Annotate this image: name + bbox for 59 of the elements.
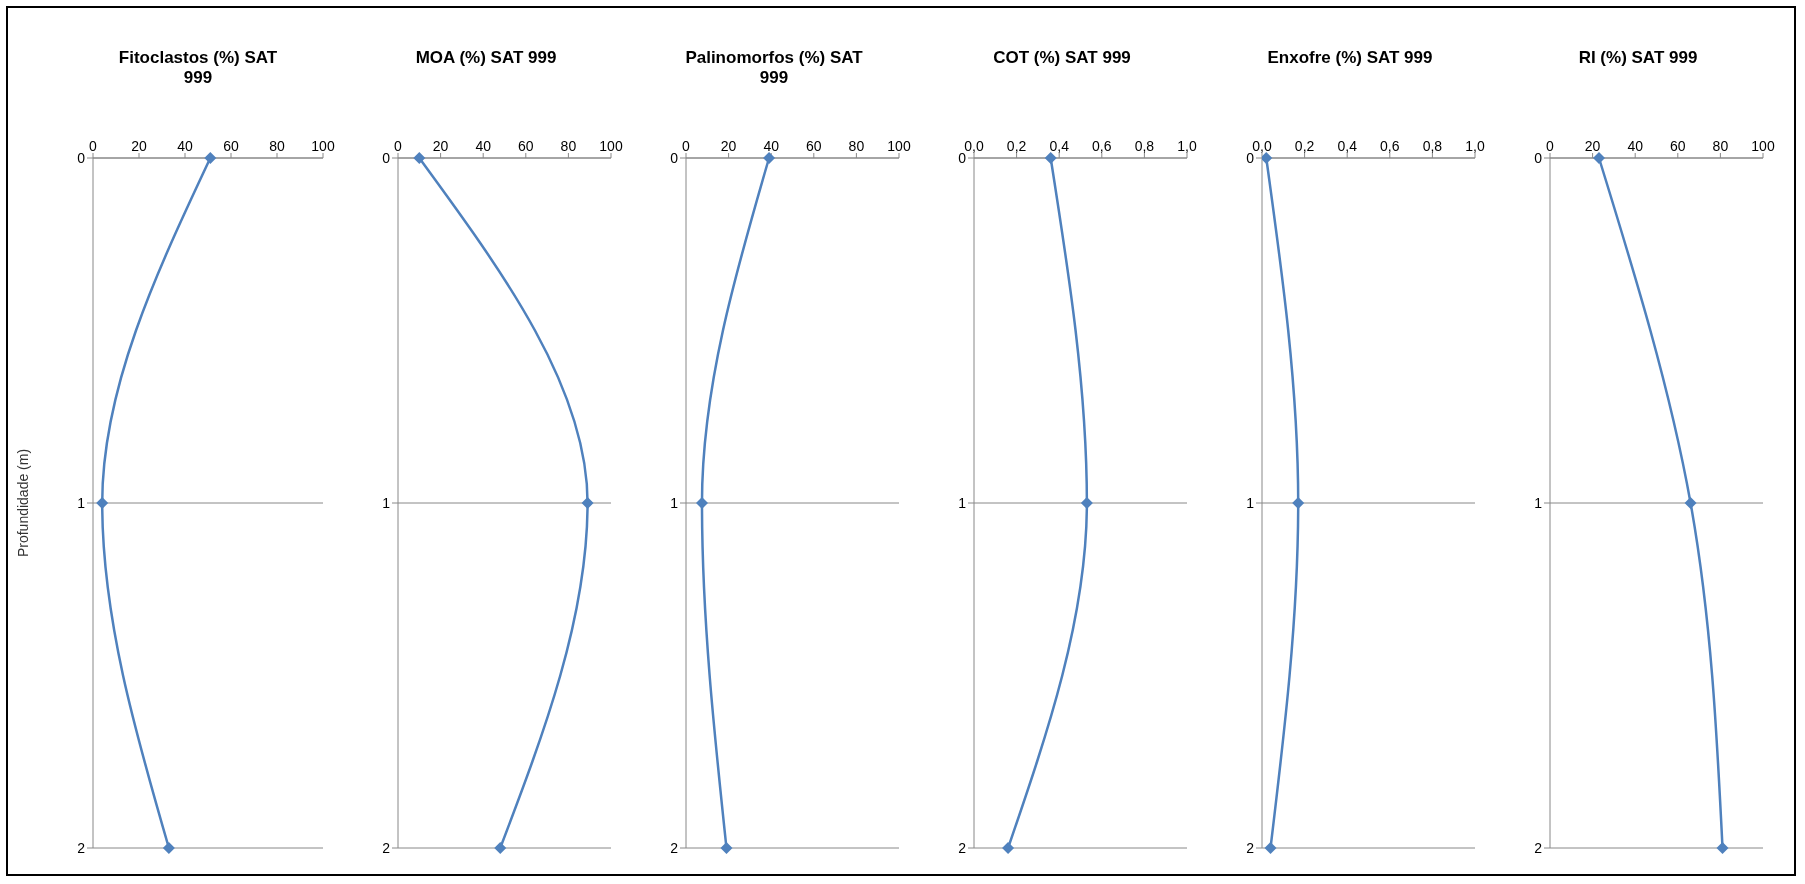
x-tick-label: 40	[177, 138, 193, 154]
chart-title: COT (%) SAT 999	[992, 48, 1132, 69]
y-tick-label: 2	[958, 839, 967, 856]
x-tick-label: 0,0	[1252, 138, 1272, 154]
x-tick-label: 0,8	[1422, 138, 1443, 154]
y-tick-label: 2	[382, 839, 391, 856]
y-tick-label: 2	[77, 839, 86, 856]
x-tick-label: 0,8	[1134, 138, 1155, 154]
x-tick-label: 100	[1751, 138, 1775, 154]
x-tick-label: 80	[848, 138, 865, 154]
x-tick-label: 0	[1546, 138, 1555, 154]
x-tick-label: 100	[599, 138, 623, 154]
y-tick-label: 1	[958, 494, 967, 511]
chart-title: Enxofre (%) SAT 999	[1266, 48, 1434, 69]
x-tick-label: 0	[89, 138, 98, 154]
y-tick-label: 2	[1246, 839, 1255, 856]
x-tick-label: 40	[475, 138, 492, 154]
y-tick-label: 1	[77, 494, 86, 511]
chart-title: MOA (%) SAT 999	[414, 48, 558, 69]
x-tick-label: 0,0	[964, 138, 984, 154]
x-tick-label: 60	[1670, 138, 1686, 154]
y-tick-label: 0	[670, 149, 679, 166]
x-tick-label: 20	[432, 138, 449, 154]
x-tick-label: 100	[311, 138, 335, 154]
x-tick-label: 1,0	[1177, 138, 1197, 154]
x-tick-label: 60	[518, 138, 534, 154]
x-tick-label: 0,6	[1092, 138, 1112, 154]
y-tick-label: 0	[382, 149, 391, 166]
y-tick-label: 1	[382, 494, 391, 511]
x-tick-label: 20	[1584, 138, 1601, 154]
x-tick-label: 80	[560, 138, 577, 154]
y-tick-label: 1	[1246, 494, 1255, 511]
x-tick-label: 60	[223, 138, 239, 154]
x-tick-label: 20	[131, 138, 147, 154]
y-axis-title: Profundidade (m)	[14, 448, 31, 558]
x-tick-label: 40	[1627, 138, 1644, 154]
x-tick-label: 0	[682, 138, 691, 154]
y-tick-label: 2	[670, 839, 679, 856]
x-tick-label: 20	[720, 138, 737, 154]
y-tick-label: 1	[1534, 494, 1543, 511]
chart-title: RI (%) SAT 999	[1577, 48, 1699, 69]
x-tick-label: 0,4	[1049, 138, 1070, 154]
y-tick-label: 0	[77, 149, 86, 166]
x-tick-label: 60	[806, 138, 822, 154]
x-tick-label: 0,6	[1380, 138, 1400, 154]
x-tick-label: 1,0	[1465, 138, 1485, 154]
x-tick-label: 100	[887, 138, 911, 154]
y-tick-label: 1	[670, 494, 679, 511]
x-tick-label: 0	[394, 138, 403, 154]
x-tick-label: 80	[1712, 138, 1729, 154]
x-tick-label: 0,2	[1294, 138, 1315, 154]
x-tick-label: 0,2	[1006, 138, 1027, 154]
y-tick-label: 2	[1534, 839, 1543, 856]
x-tick-label: 40	[763, 138, 780, 154]
chart-title: Palinomorfos (%) SAT 999	[684, 48, 864, 89]
x-tick-label: 0,4	[1337, 138, 1358, 154]
y-tick-label: 0	[1534, 149, 1543, 166]
chart-title: Fitoclastos (%) SAT 999	[117, 48, 279, 89]
x-tick-label: 80	[269, 138, 285, 154]
